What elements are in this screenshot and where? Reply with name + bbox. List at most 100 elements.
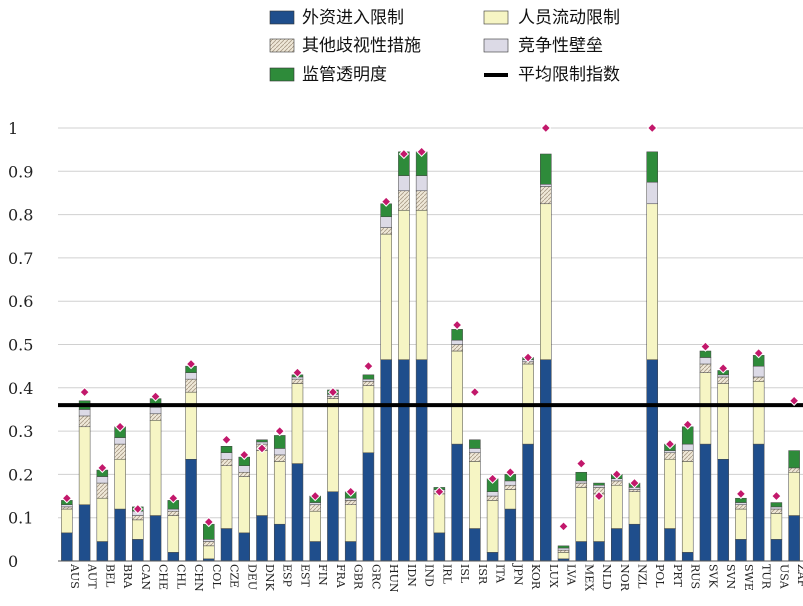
x-tick-label-grc: GRC <box>369 564 382 590</box>
bar-segment-cze-s0 <box>220 528 233 562</box>
y-axis-ticks: 0 0.1 0.2 0.3 0.4 0.5 0.6 0.7 0.8 0.9 1 <box>8 119 33 571</box>
x-tick-label-irl: IRL <box>440 564 453 585</box>
bar-segment-lux-s2 <box>540 186 552 205</box>
marker-svk <box>700 341 711 352</box>
x-tick-label-gbr: GBR <box>352 564 365 590</box>
bar-segment-lux-s1 <box>540 203 552 360</box>
bar-segment-can-s2 <box>132 515 144 521</box>
bar-segment-usa-s1 <box>770 513 783 540</box>
bar-segment-deu-s3 <box>238 465 250 473</box>
bar-segment-svn-s1 <box>717 383 729 460</box>
x-tick-label-prt: PRT <box>671 564 684 587</box>
bar-segment-lux-s0 <box>540 359 552 562</box>
bar-segment-ind-s0 <box>415 359 428 562</box>
x-axis-labels: AUS AUT BEL BRA CAN CHE CHL CHN COL CZE DEU DNK ESP E… <box>68 563 803 593</box>
legend-swatch-competition-barriers <box>483 38 509 53</box>
marker-usa <box>771 490 782 502</box>
bar-segment-isl-s0 <box>451 443 463 562</box>
bar-segment-rus-s0 <box>681 552 694 562</box>
x-tick-label-chn: CHN <box>192 564 205 592</box>
x-tick-label-svn: SVN <box>724 564 737 589</box>
bar-segment-mex-s3 <box>575 480 588 484</box>
bar-segment-prt-s3 <box>664 450 676 453</box>
marker-grc <box>363 360 374 372</box>
bar-segment-fin-s2 <box>309 504 321 512</box>
x-tick-label-col: COL <box>210 564 223 589</box>
marker-fin <box>309 490 321 502</box>
marker-mex <box>576 458 587 469</box>
x-tick-label-nld: NLD <box>600 564 613 590</box>
bar-segment-bra-s1 <box>114 458 126 510</box>
bar-segment-cze-s3 <box>220 452 233 460</box>
marker-fra <box>327 386 339 398</box>
marker-hun <box>380 196 392 207</box>
marker-nld <box>593 490 605 502</box>
bar-segment-grc-s0 <box>362 452 375 562</box>
bar-segment-isr-s2 <box>469 452 481 462</box>
x-tick-label-bel: BEL <box>103 564 116 588</box>
y-tick-label: 0.4 <box>8 379 33 398</box>
x-tick-label-aus: AUS <box>68 563 81 589</box>
x-tick-label-tur: TUR <box>760 564 773 590</box>
bar-segment-che-s2 <box>149 413 162 421</box>
bar-segment-aut-s0 <box>78 504 91 562</box>
bar-segment-aut-s3 <box>78 409 91 417</box>
bar-segment-zaf-s0 <box>788 515 800 562</box>
bar-segment-zaf-s1 <box>788 471 800 516</box>
marker-irl <box>434 486 445 497</box>
x-tick-label-swe: SWE <box>742 564 755 591</box>
bar-segment-nld-s0 <box>593 541 605 562</box>
bar-segment-lva-s4 <box>557 545 570 549</box>
bar-segment-idn-s3 <box>398 175 410 192</box>
bar-segment-bel-s0 <box>96 541 109 562</box>
bar-segment-nld-s4 <box>593 482 605 486</box>
bar-segment-col-s1 <box>203 545 215 560</box>
marker-swe <box>735 488 747 500</box>
bar-segment-deu-s0 <box>238 532 250 562</box>
bar-segment-ita-s3 <box>486 491 499 497</box>
x-tick-label-nor: NOR <box>618 564 631 592</box>
bar-segment-mex-s4 <box>575 471 588 482</box>
bar-segment-irl-s0 <box>433 532 446 562</box>
bar-segment-nor-s0 <box>611 528 623 562</box>
bar-segment-hun-s3 <box>380 216 392 228</box>
bar-segment-gbr-s3 <box>344 497 357 501</box>
x-tick-label-che: CHE <box>157 564 170 590</box>
marker-zaf <box>788 395 800 406</box>
bar-segment-isl-s2 <box>451 344 463 352</box>
bar-segment-lva-s1 <box>557 552 570 560</box>
bar-segment-lva-s2 <box>557 549 570 553</box>
bar-segment-pol-s4 <box>646 151 658 183</box>
bar-segment-grc-s3 <box>362 378 375 382</box>
legend-label-average: 平均限制指数 <box>518 65 620 85</box>
marker-idn <box>398 148 410 160</box>
marker-deu <box>239 449 250 461</box>
marker-kor <box>522 352 534 363</box>
bar-segment-chl-s3 <box>167 508 180 512</box>
bar-segment-usa-s3 <box>770 506 783 510</box>
bar-segment-bel-s2 <box>96 482 109 499</box>
marker-bel <box>97 462 108 474</box>
x-tick-label-dnk: DNK <box>263 564 276 591</box>
marker-chn <box>185 358 197 370</box>
bar-segment-rus-s3 <box>681 443 694 451</box>
marker-prt <box>664 438 676 450</box>
legend: 外资进入限制 人员流动限制 其他歧视性措施 竞争性壁垒 监管透明度 平均限制指数 <box>269 8 620 85</box>
bar-segment-aus-s2 <box>61 506 73 510</box>
bar-segment-cze-s4 <box>220 446 233 454</box>
bar-segment-irl-s1 <box>433 493 446 534</box>
bar-segment-hun-s0 <box>380 359 392 562</box>
bar-segment-col-s2 <box>203 541 215 547</box>
bar-segment-chl-s0 <box>167 552 180 562</box>
bar-segment-chn-s0 <box>185 458 197 562</box>
bar-segment-ita-s2 <box>486 495 499 501</box>
y-tick-label: 0 <box>8 552 18 571</box>
legend-label-personnel-movement: 人员流动限制 <box>518 8 620 28</box>
bar-segment-isr-s1 <box>469 461 481 529</box>
bar-segment-hun-s1 <box>380 233 392 360</box>
x-tick-label-isl: ISL <box>458 564 471 584</box>
x-tick-label-bra: BRA <box>121 564 134 589</box>
bar-segment-bel-s1 <box>96 497 109 542</box>
bar-segment-mex-s2 <box>575 482 588 488</box>
marker-ind <box>416 146 427 158</box>
